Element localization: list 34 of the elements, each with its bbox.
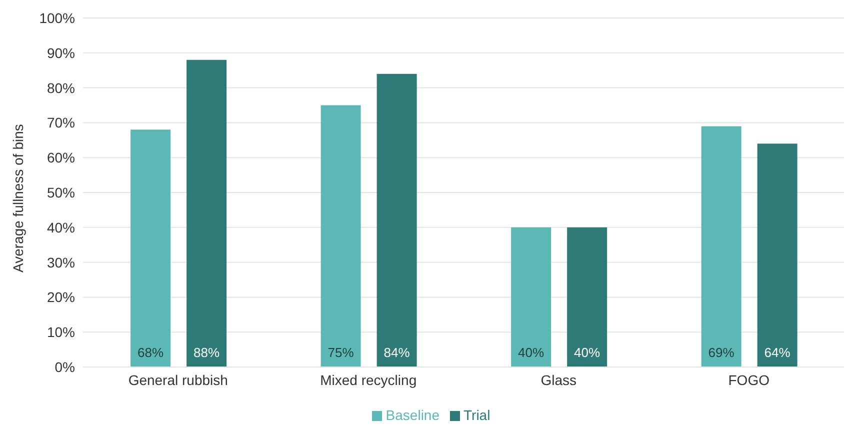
y-tick-label: 70%: [46, 114, 75, 131]
legend-label: Trial: [464, 407, 490, 423]
y-tick-label: 40%: [46, 219, 75, 236]
y-tick-label: 100%: [39, 10, 75, 26]
data-label: 40%: [518, 345, 545, 360]
y-tick-label: 60%: [46, 150, 75, 166]
bar: [701, 126, 742, 367]
data-label: 88%: [194, 345, 220, 360]
bar: [757, 144, 798, 367]
x-tick-label: FOGO: [728, 372, 770, 388]
y-tick-label: 20%: [46, 289, 75, 306]
y-tick-label: 30%: [46, 254, 75, 270]
bar: [376, 74, 417, 367]
bar: [320, 105, 361, 367]
data-label: 75%: [328, 345, 354, 360]
data-label: 84%: [384, 345, 410, 360]
data-label: 69%: [708, 345, 735, 360]
y-tick-label: 0%: [54, 358, 75, 375]
x-tick-label: Glass: [540, 372, 577, 388]
y-axis-title: Average fullness of bins: [10, 124, 26, 272]
data-label: 64%: [764, 345, 791, 360]
bar: [130, 130, 171, 367]
y-tick-label: 90%: [46, 44, 75, 61]
bar: [567, 227, 608, 367]
data-label: 40%: [574, 345, 601, 360]
bar: [186, 60, 227, 367]
x-tick-label: Mixed recycling: [320, 372, 417, 388]
data-label: 68%: [138, 345, 164, 360]
y-tick-label: 80%: [46, 80, 75, 96]
bar: [511, 227, 552, 367]
legend-label: Baseline: [386, 407, 440, 423]
x-tick-label: General rubbish: [128, 372, 228, 388]
y-tick-label: 50%: [46, 184, 75, 200]
y-tick-label: 10%: [46, 324, 75, 340]
